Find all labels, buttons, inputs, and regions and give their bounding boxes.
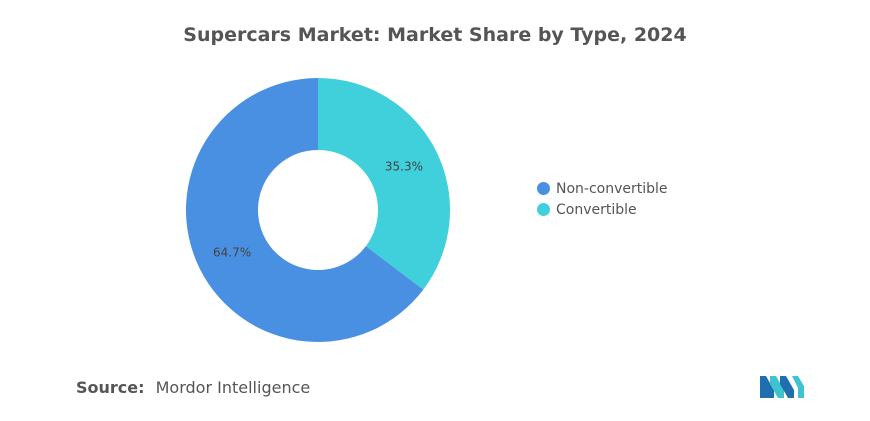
- source-line: Source: Mordor Intelligence: [76, 378, 310, 397]
- donut-slices: [186, 77, 450, 342]
- source-label: Source:: [76, 378, 145, 397]
- donut-slice-convertible: [318, 78, 450, 290]
- legend-swatch-non-convertible: [537, 182, 550, 195]
- chart-legend: Non-convertible Convertible: [537, 178, 668, 220]
- donut-slice-non-convertible: [186, 77, 424, 342]
- donut-slice-labels: 35.3% 64.7%: [213, 160, 423, 260]
- legend-swatch-convertible: [537, 203, 550, 216]
- legend-label-convertible: Convertible: [556, 201, 637, 218]
- legend-label-non-convertible: Non-convertible: [556, 180, 668, 197]
- legend-item-non-convertible: Non-convertible: [537, 178, 668, 199]
- chart-title: Supercars Market: Market Share by Type, …: [183, 24, 687, 46]
- mordor-intelligence-logo: [760, 376, 804, 398]
- donut-label-non-convertible: 64.7%: [213, 245, 251, 259]
- donut-label-convertible: 35.3%: [385, 160, 423, 174]
- legend-item-convertible: Convertible: [537, 199, 668, 220]
- source-text: Mordor Intelligence: [155, 378, 311, 397]
